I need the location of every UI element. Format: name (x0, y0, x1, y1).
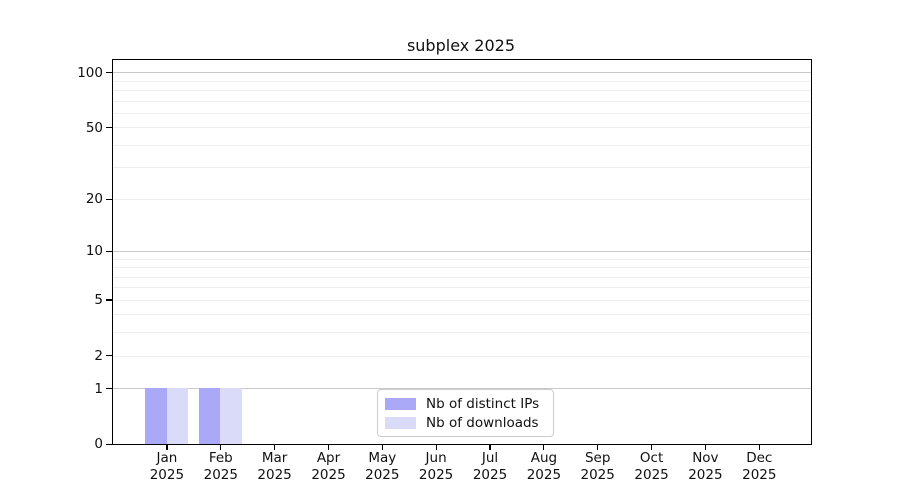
x-tick-year: 2025 (688, 467, 723, 483)
legend-label-downloads: Nb of downloads (426, 414, 539, 431)
legend-item-distinct-ips: Nb of distinct IPs (385, 394, 545, 413)
x-tick-label: Aug 2025 (516, 450, 572, 484)
gridline-minor (113, 90, 811, 91)
gridline-minor (113, 80, 811, 82)
x-tick-year: 2025 (149, 467, 185, 483)
gridline-minor (113, 100, 811, 102)
y-tick-mark (106, 387, 112, 390)
x-tick-label: Sep 2025 (570, 450, 626, 484)
legend-item-downloads: Nb of downloads (385, 413, 545, 432)
gridline-minor (113, 167, 811, 169)
x-tick-month: Mar (261, 450, 288, 466)
gridline-minor (113, 355, 811, 357)
y-tick-label: 20 (85, 191, 103, 208)
x-tick-mark (327, 444, 330, 450)
gridline-minor (113, 276, 811, 278)
y-tick-label: 5 (94, 292, 103, 309)
x-tick-mark (435, 444, 437, 450)
x-tick-mark (381, 444, 383, 450)
gridline-minor (113, 299, 811, 301)
y-tick-label: 50 (85, 119, 103, 136)
x-tick-label: Oct 2025 (624, 450, 680, 484)
y-tick-mark (106, 443, 112, 446)
x-tick-year: 2025 (580, 467, 615, 483)
x-tick-label: May 2025 (354, 450, 410, 484)
x-tick-year: 2025 (311, 467, 346, 483)
gridline-minor (113, 332, 811, 334)
x-tick-year: 2025 (203, 467, 238, 483)
x-tick-mark (650, 444, 653, 450)
x-tick-mark (597, 444, 599, 450)
gridline-minor (113, 144, 811, 146)
y-tick-mark (106, 127, 112, 129)
gridline-minor (113, 314, 811, 316)
x-tick-month: Aug (530, 450, 558, 466)
x-tick-label: Jun 2025 (408, 450, 464, 484)
x-tick-month: Jul (481, 450, 499, 466)
y-tick-mark (106, 198, 112, 200)
x-tick-mark (543, 444, 545, 450)
legend-swatch-downloads (385, 416, 416, 429)
bar-nb-of-distinct-ips-feb-2025 (198, 388, 221, 444)
x-tick-mark (758, 444, 760, 450)
y-tick-label: 0 (94, 436, 103, 453)
bar-nb-of-distinct-ips-jan-2025 (145, 388, 167, 444)
y-tick-mark (106, 299, 112, 301)
y-tick-mark (106, 71, 112, 74)
legend: Nb of distinct IPs Nb of downloads (377, 389, 554, 437)
x-tick-month: Sep (584, 450, 611, 466)
x-tick-label: Feb 2025 (193, 450, 249, 484)
x-tick-year: 2025 (742, 467, 777, 483)
x-tick-label: Jan 2025 (139, 450, 195, 484)
bar-nb-of-downloads-jan-2025 (166, 388, 188, 444)
x-tick-label: Nov 2025 (677, 450, 733, 484)
y-tick-label: 100 (77, 64, 103, 81)
bar-nb-of-downloads-feb-2025 (220, 388, 242, 444)
y-tick-mark (106, 355, 112, 357)
x-tick-label: Apr 2025 (301, 450, 357, 484)
chart-title: subplex 2025 (406, 36, 516, 55)
gridline-minor (113, 258, 811, 260)
y-tick-mark (106, 250, 112, 252)
x-tick-year: 2025 (526, 467, 562, 483)
x-tick-year: 2025 (472, 467, 508, 483)
x-tick-month: Feb (208, 450, 233, 466)
gridline-major (113, 388, 811, 390)
legend-label-distinct-ips: Nb of distinct IPs (426, 395, 540, 412)
x-tick-month: May (368, 450, 397, 466)
x-tick-month: Nov (692, 450, 719, 466)
x-tick-mark (166, 444, 168, 450)
x-tick-mark (704, 444, 707, 450)
x-tick-month: Oct (639, 450, 664, 466)
gridline-major (113, 72, 811, 74)
gridline-major (113, 250, 811, 252)
x-tick-mark (220, 444, 222, 450)
gridline-minor (113, 127, 811, 129)
x-tick-year: 2025 (634, 467, 669, 483)
legend-swatch-distinct-ips (385, 397, 416, 410)
x-tick-label: Dec 2025 (731, 450, 787, 484)
x-tick-year: 2025 (365, 467, 400, 483)
x-tick-mark (274, 444, 276, 450)
y-tick-label: 2 (94, 347, 103, 364)
x-tick-label: Mar 2025 (247, 450, 303, 484)
x-tick-year: 2025 (257, 467, 292, 483)
x-tick-label: Jul 2025 (462, 450, 518, 484)
gridline-minor (113, 267, 811, 268)
x-tick-month: Jan (156, 450, 178, 466)
gridline-minor (113, 287, 811, 289)
x-tick-month: Dec (746, 450, 773, 466)
x-tick-mark (489, 444, 491, 450)
gridline-minor (113, 112, 811, 114)
x-tick-year: 2025 (418, 467, 454, 483)
y-tick-label: 10 (85, 243, 103, 260)
x-tick-month: Apr (316, 450, 341, 466)
x-tick-month: Jun (425, 450, 447, 466)
y-tick-label: 1 (94, 380, 103, 397)
plot-area: Nb of distinct IPs Nb of downloads (112, 59, 812, 445)
gridline-minor (113, 198, 811, 200)
